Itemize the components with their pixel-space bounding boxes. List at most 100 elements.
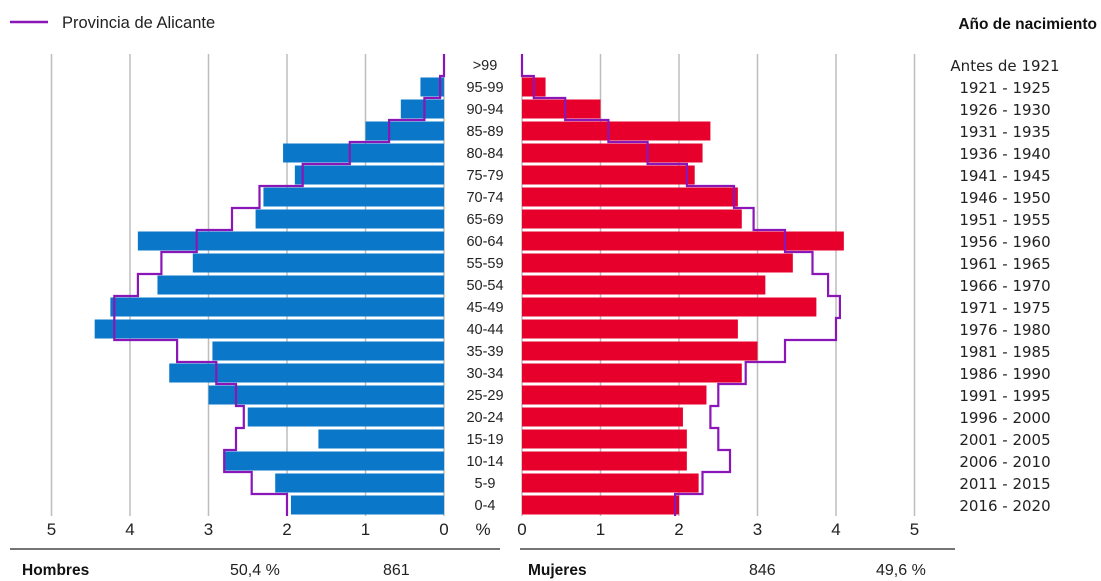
age-label: 90-94: [466, 102, 503, 118]
bar-men-95-99: [420, 77, 444, 97]
birth-year-label: 1931 - 1935: [959, 123, 1050, 141]
age-label: 70-74: [466, 190, 503, 206]
age-label: 25-29: [466, 388, 503, 404]
bar-men-5-9: [275, 473, 444, 493]
bar-women-55-59: [522, 253, 793, 273]
x-tick-label: 5: [47, 520, 56, 539]
birth-year-label: 1976 - 1980: [959, 321, 1050, 339]
x-tick-label: 4: [831, 520, 840, 539]
age-labels: 0-4 5-9 10-14 15-19 20-24 25-29 30-34 35-39 40-4…: [466, 58, 503, 514]
bar-women-65-69: [522, 209, 742, 229]
x-tick-label: 0: [439, 520, 448, 539]
birth-year-title: Año de nacimiento: [958, 16, 1097, 33]
birth-year-label: 1991 - 1995: [959, 387, 1050, 405]
bar-men-65-69: [255, 209, 444, 229]
men-percent: 50,4 %: [230, 562, 280, 579]
bar-women-10-14: [522, 451, 687, 471]
x-tick-label: 2: [674, 520, 683, 539]
bar-men-70-74: [263, 187, 444, 207]
birth-year-label: 1926 - 1930: [959, 101, 1050, 119]
age-label: 95-99: [466, 80, 503, 96]
bar-men-35-39: [212, 341, 444, 361]
province-outline-women: [520, 54, 841, 516]
birth-year-label: 2016 - 2020: [959, 497, 1050, 515]
age-label: 85-89: [466, 124, 503, 140]
male-bars: [94, 77, 445, 515]
bar-women-25-29: [522, 385, 707, 405]
birth-year-label: 1986 - 1990: [959, 365, 1050, 383]
age-label: 55-59: [466, 256, 503, 272]
bar-women-75-79: [522, 165, 695, 185]
bar-women-85-89: [522, 121, 711, 141]
bar-men-30-34: [169, 363, 444, 383]
age-label: 10-14: [466, 454, 503, 470]
x-tick-label: 0: [517, 520, 526, 539]
birth-year-label: 1921 - 1925: [959, 79, 1050, 97]
x-tick-label: 4: [125, 520, 134, 539]
bar-men-45-49: [110, 297, 444, 317]
x-tick-label: 5: [910, 520, 919, 539]
x-tick-label: 2: [282, 520, 291, 539]
bar-men-0-4: [290, 495, 444, 515]
bar-women-40-44: [522, 319, 738, 339]
unit-label: %: [475, 520, 490, 539]
age-label: 0-4: [475, 498, 496, 514]
age-label: 20-24: [466, 410, 503, 426]
bar-women-20-24: [522, 407, 683, 427]
x-tick-labels: 5 4 3 2 1 0 0 1 2 3 4 5: [47, 520, 919, 539]
birth-year-label: 1971 - 1975: [959, 299, 1050, 317]
bar-men-50-54: [157, 275, 444, 295]
age-label: 15-19: [466, 432, 503, 448]
age-label: 40-44: [466, 322, 503, 338]
birth-year-label: 1956 - 1960: [959, 233, 1050, 251]
age-label: 30-34: [466, 366, 503, 382]
age-label: 75-79: [466, 168, 503, 184]
x-tick-label: 3: [204, 520, 213, 539]
age-label: 45-49: [466, 300, 503, 316]
birth-year-labels: 2016 - 2020 2011 - 2015 2006 - 2010 2001 - …: [950, 57, 1059, 515]
bar-men-85-89: [365, 121, 444, 141]
men-label: Hombres: [22, 562, 89, 579]
bar-women-60-64: [522, 231, 844, 251]
age-label: >99: [473, 58, 498, 74]
bar-women-90-94: [522, 99, 601, 119]
birth-year-label: Antes de 1921: [950, 57, 1059, 75]
birth-year-label: 1951 - 1955: [959, 211, 1050, 229]
legend-label: Provincia de Alicante: [62, 14, 215, 32]
birth-year-label: 2006 - 2010: [959, 453, 1050, 471]
birth-year-label: 2001 - 2005: [959, 431, 1050, 449]
bar-men-10-14: [224, 451, 444, 471]
province-outline: [113, 54, 841, 516]
female-bars: [522, 77, 844, 515]
birth-year-label: 1966 - 1970: [959, 277, 1050, 295]
age-label: 50-54: [466, 278, 503, 294]
x-tick-label: 1: [596, 520, 605, 539]
bar-men-40-44: [94, 319, 445, 339]
bar-women-0-4: [522, 495, 679, 515]
birth-year-label: 1996 - 2000: [959, 409, 1050, 427]
bar-women-70-74: [522, 187, 738, 207]
birth-year-label: 1981 - 1985: [959, 343, 1050, 361]
bar-men-75-79: [294, 165, 444, 185]
bar-men-55-59: [192, 253, 444, 273]
birth-year-label: 1941 - 1945: [959, 167, 1050, 185]
age-label: 5-9: [475, 476, 496, 492]
birth-year-label: 2011 - 2015: [959, 475, 1050, 493]
bar-women-45-49: [522, 297, 817, 317]
women-count: 846: [749, 562, 776, 579]
bar-men-60-64: [137, 231, 444, 251]
province-outline-men: [113, 54, 446, 516]
bar-men-15-19: [318, 429, 444, 449]
x-tick-label: 1: [361, 520, 370, 539]
bar-women-15-19: [522, 429, 687, 449]
men-count: 861: [383, 562, 410, 579]
bar-women-30-34: [522, 363, 742, 383]
bar-men-80-84: [283, 143, 444, 163]
bar-women-35-39: [522, 341, 758, 361]
bar-women-5-9: [522, 473, 699, 493]
bar-women-50-54: [522, 275, 766, 295]
bar-men-20-24: [247, 407, 444, 427]
age-label: 60-64: [466, 234, 503, 250]
birth-year-label: 1936 - 1940: [959, 145, 1050, 163]
